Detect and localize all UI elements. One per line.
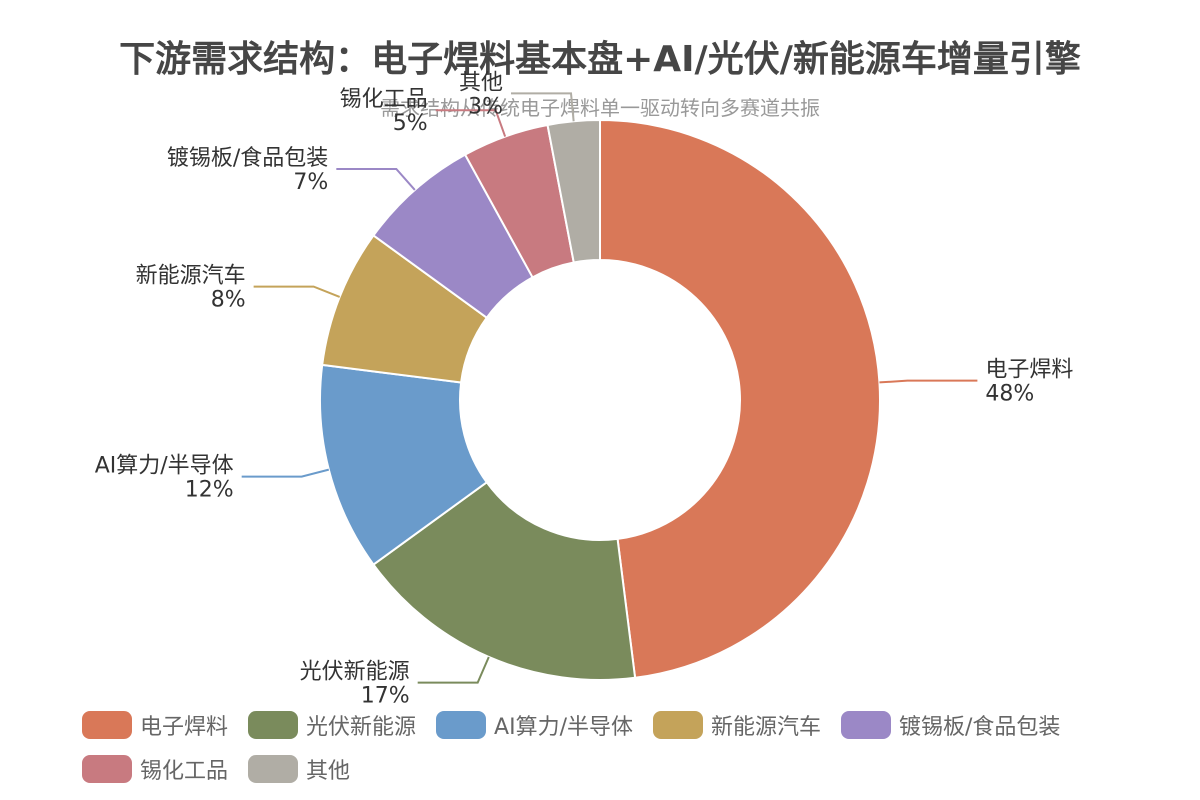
slice-label-name: 新能源汽车	[136, 264, 246, 289]
legend-swatch	[436, 711, 487, 739]
legend-swatch	[248, 755, 299, 783]
legend-item[interactable]: 锡化工品	[82, 754, 228, 784]
legend-item[interactable]: 镀锡板/食品包装	[841, 710, 1060, 740]
slice-label-name: AI算力/半导体	[95, 454, 234, 479]
label-leader-line	[417, 656, 490, 684]
slice-label-value: 8%	[211, 288, 246, 313]
legend-swatch	[652, 711, 703, 739]
slice-label-name: 光伏新能源	[300, 660, 410, 685]
label-leader-line	[241, 468, 330, 478]
legend-label: 新能源汽车	[710, 715, 821, 740]
legend-label: AI算力/半导体	[494, 715, 633, 740]
pie-slice[interactable]	[546, 118, 601, 264]
slice-label-value: 17%	[361, 684, 410, 709]
label-leader-line	[435, 109, 507, 137]
legend-item[interactable]: AI算力/半导体	[436, 710, 633, 740]
legend-label: 光伏新能源	[306, 715, 417, 740]
pie-slice[interactable]	[372, 480, 637, 681]
slice-label-value: 48%	[985, 382, 1034, 407]
legend-item[interactable]: 光伏新能源	[248, 710, 416, 740]
slice-label-name: 锡化工品	[340, 87, 428, 112]
label-leader-line	[336, 167, 416, 191]
legend-label: 其他	[306, 759, 351, 784]
label-leader-line	[879, 379, 978, 384]
slice-label-name: 其他	[459, 70, 503, 95]
legend-label: 电子焊料	[140, 715, 229, 740]
pie-slice[interactable]	[319, 363, 489, 566]
legend-swatch	[82, 711, 132, 739]
slice-label-value: 12%	[185, 478, 234, 503]
label-leader-line	[253, 285, 341, 298]
legend-label: 镀锡板/食品包装	[899, 715, 1061, 740]
slices	[319, 118, 881, 681]
legend-swatch	[841, 711, 891, 739]
legend-swatch	[82, 755, 132, 783]
slice-label-name: 电子焊料	[985, 358, 1073, 383]
chart-subtitle: 需求结构从传统电子焊料单一驱动转向多赛道共振	[380, 96, 820, 120]
legend: 电子焊料 光伏新能源 AI算力/半导体 新能源汽车 镀锡板/食品包装锡化工品 其他	[82, 710, 1162, 784]
slice-label-value: 3%	[468, 94, 503, 119]
slice-label-name: 镀锡板/食品包装	[167, 146, 328, 171]
label-leader-line	[511, 92, 575, 122]
chart-title: 下游需求结构：电子焊料基本盘+AI/光伏/新能源车增量引擎	[119, 39, 1081, 80]
slice-label-value: 7%	[293, 170, 328, 195]
pie-slice[interactable]	[599, 118, 881, 679]
legend-label: 锡化工品	[140, 759, 229, 784]
legend-item[interactable]: 其他	[248, 754, 350, 784]
legend-item[interactable]: 电子焊料	[82, 710, 228, 740]
legend-item[interactable]: 新能源汽车	[652, 710, 821, 740]
slice-label-value: 5%	[393, 111, 428, 136]
legend-swatch	[248, 711, 299, 739]
